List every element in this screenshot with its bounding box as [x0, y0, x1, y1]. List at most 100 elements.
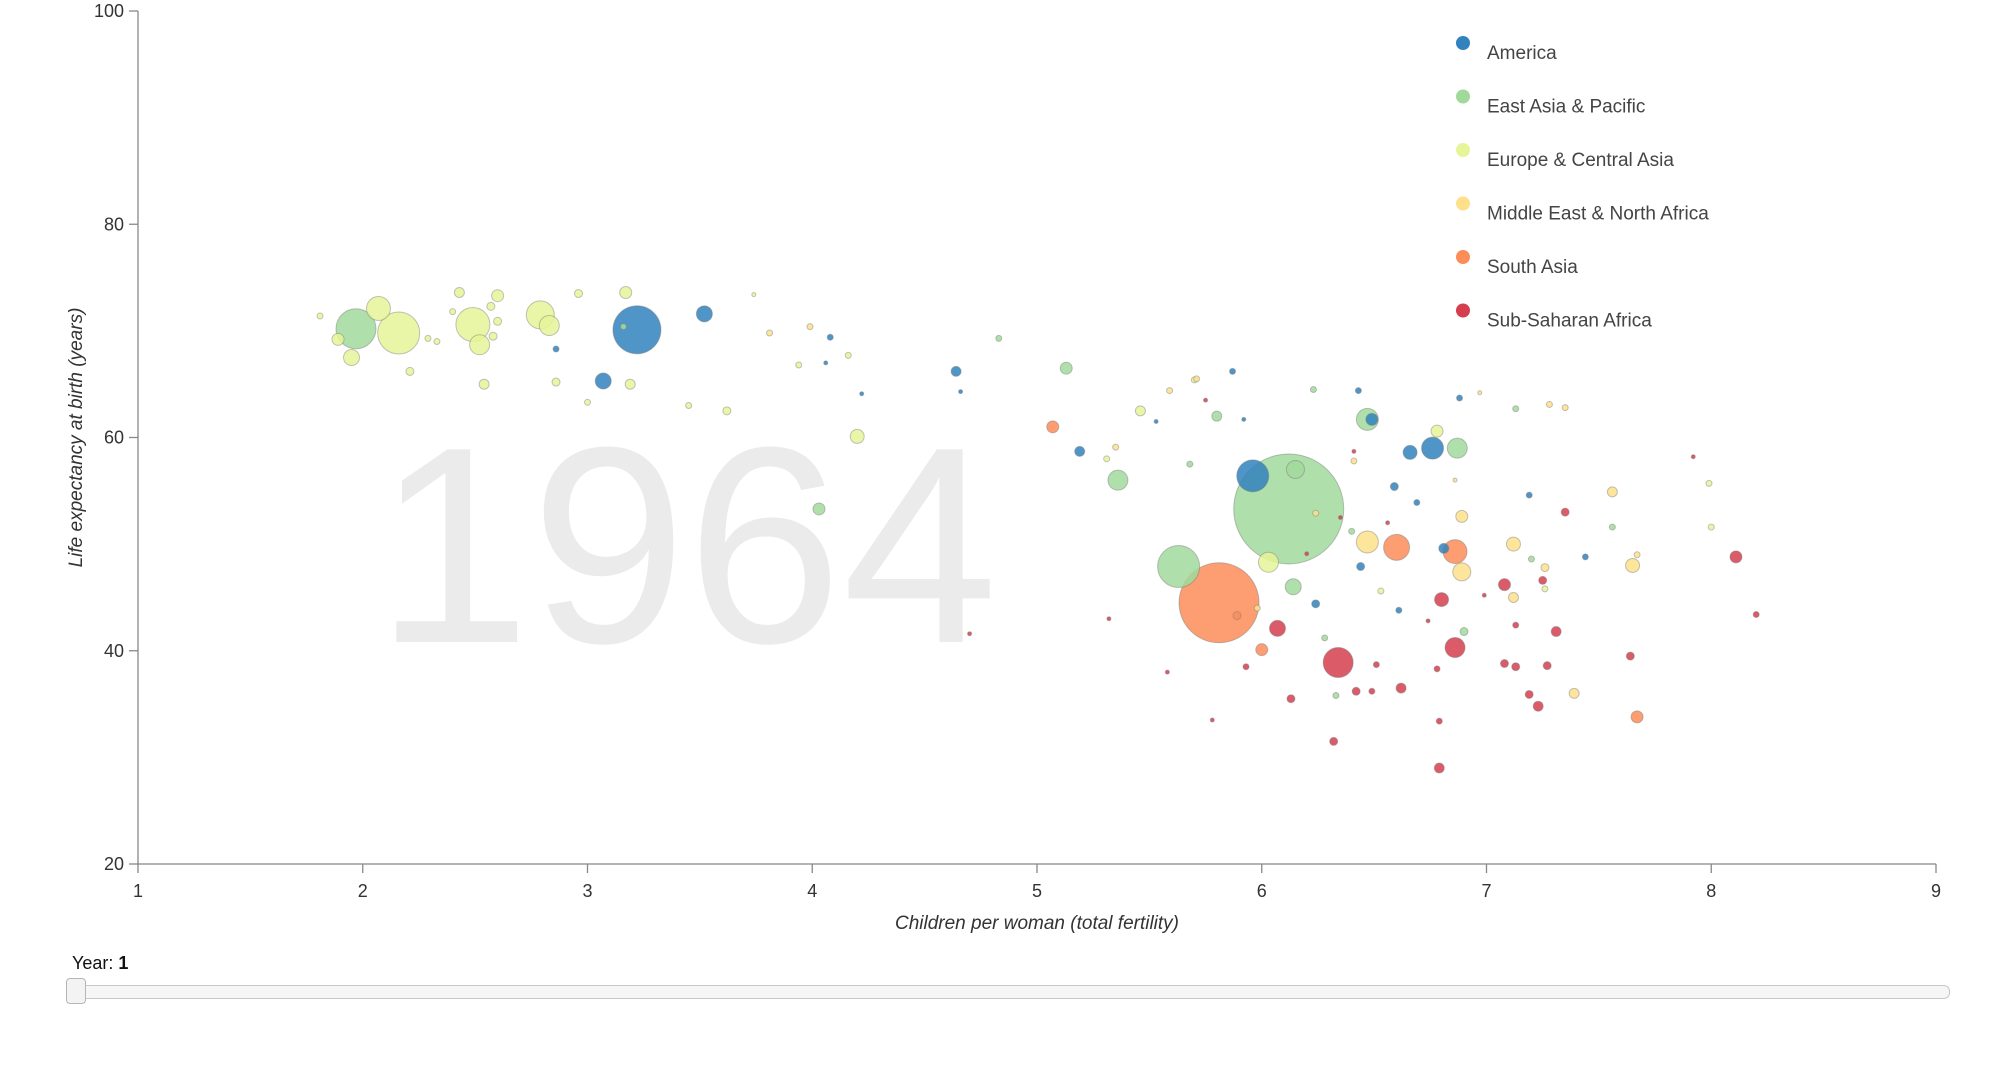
data-bubble	[1425, 618, 1431, 624]
data-bubble	[1421, 436, 1445, 460]
data-bubble	[1625, 557, 1641, 573]
data-bubble	[1356, 562, 1366, 572]
data-bubble	[1452, 477, 1458, 483]
data-bubble	[552, 345, 560, 353]
year-slider-track[interactable]	[66, 985, 1950, 999]
data-bubble	[584, 398, 591, 406]
data-bubble	[1507, 591, 1519, 603]
data-bubble	[1368, 687, 1376, 695]
data-bubble	[1106, 616, 1112, 622]
data-bubble	[1729, 550, 1743, 564]
data-bubble	[1625, 651, 1635, 661]
data-bubble	[1134, 405, 1146, 417]
y-tick-label: 100	[94, 1, 124, 21]
data-bubble	[1337, 514, 1343, 520]
data-bubble	[1561, 404, 1569, 412]
data-bubble	[1253, 604, 1261, 612]
data-bubble	[453, 286, 465, 298]
data-bubble	[1481, 592, 1487, 598]
legend-label: Middle East & North Africa	[1487, 204, 1709, 225]
data-bubble	[1242, 663, 1250, 671]
data-bubble	[619, 323, 627, 331]
data-bubble	[1395, 682, 1407, 694]
data-bubble	[1499, 659, 1509, 669]
data-bubble	[1542, 661, 1552, 671]
data-bubble	[1074, 445, 1086, 457]
data-bubble	[624, 378, 636, 390]
year-caption: Year: 1	[72, 953, 128, 974]
data-bubble	[612, 305, 662, 355]
legend-label: South Asia	[1487, 257, 1578, 278]
x-tick-label: 2	[358, 881, 368, 901]
data-bubble	[316, 312, 324, 320]
data-bubble	[1385, 520, 1391, 526]
data-bubble	[1046, 420, 1060, 434]
x-tick-label: 3	[582, 881, 592, 901]
data-bubble	[1459, 627, 1469, 637]
data-bubble	[1103, 455, 1111, 463]
data-bubble	[1236, 459, 1270, 493]
data-bubble	[1232, 611, 1242, 621]
y-axis-title: Life expectancy at birth (years)	[66, 308, 87, 568]
data-bubble	[1332, 692, 1340, 700]
data-bubble	[1312, 509, 1320, 517]
data-bubble	[594, 372, 612, 390]
data-bubble	[1402, 444, 1418, 460]
data-bubble	[1351, 686, 1361, 696]
data-bubble	[1107, 469, 1129, 491]
data-bubble	[1477, 390, 1483, 396]
data-bubble	[1322, 646, 1354, 678]
data-bubble	[958, 389, 964, 395]
data-bubble	[826, 333, 834, 341]
data-bubble	[1157, 545, 1201, 589]
x-tick-label: 8	[1706, 881, 1716, 901]
data-bubble	[1348, 527, 1356, 535]
data-bubble	[1541, 585, 1549, 593]
data-bubble	[1193, 375, 1201, 383]
data-bubble	[331, 332, 345, 346]
data-bubble	[1329, 736, 1339, 746]
data-bubble	[950, 365, 962, 377]
legend-label: Sub-Saharan Africa	[1487, 311, 1652, 332]
y-tick-label: 20	[104, 854, 124, 874]
data-bubble	[1413, 499, 1421, 507]
data-bubble	[424, 334, 432, 342]
data-bubble	[365, 295, 391, 321]
data-bubble	[377, 311, 421, 355]
data-bubble	[823, 360, 829, 366]
data-bubble	[1365, 412, 1379, 426]
legend-marker	[1456, 143, 1470, 157]
x-tick-label: 6	[1257, 881, 1267, 901]
x-tick-label: 9	[1931, 881, 1941, 901]
year-slider-handle[interactable]	[66, 978, 86, 1004]
data-bubble	[1630, 710, 1644, 724]
year-slider-area: Year: 1	[66, 953, 1956, 1013]
data-bubble	[1430, 424, 1444, 438]
data-bubble	[1505, 536, 1521, 552]
x-tick-label: 7	[1481, 881, 1491, 901]
data-bubble	[1524, 689, 1534, 699]
data-bubble	[1525, 491, 1533, 499]
x-axis-title: Children per woman (total fertility)	[895, 913, 1179, 934]
data-bubble	[1545, 400, 1553, 408]
data-bubble	[695, 305, 713, 323]
data-bubble	[1153, 419, 1159, 425]
data-bubble	[1433, 762, 1445, 774]
data-bubble	[405, 366, 415, 376]
data-bubble	[1383, 533, 1411, 561]
data-bubble	[478, 378, 490, 390]
data-bubble	[1511, 662, 1521, 672]
y-tick-label: 60	[104, 428, 124, 448]
data-bubble	[1435, 717, 1443, 725]
data-bubble	[1532, 700, 1544, 712]
data-bubble	[1568, 687, 1580, 699]
data-bubble	[1311, 599, 1321, 609]
data-bubble	[1164, 669, 1170, 675]
data-bubble	[812, 502, 826, 516]
data-bubble	[538, 315, 560, 337]
data-bubble	[1351, 448, 1357, 454]
data-bubble	[449, 308, 457, 316]
data-bubble	[335, 308, 377, 350]
legend-marker	[1456, 89, 1470, 104]
